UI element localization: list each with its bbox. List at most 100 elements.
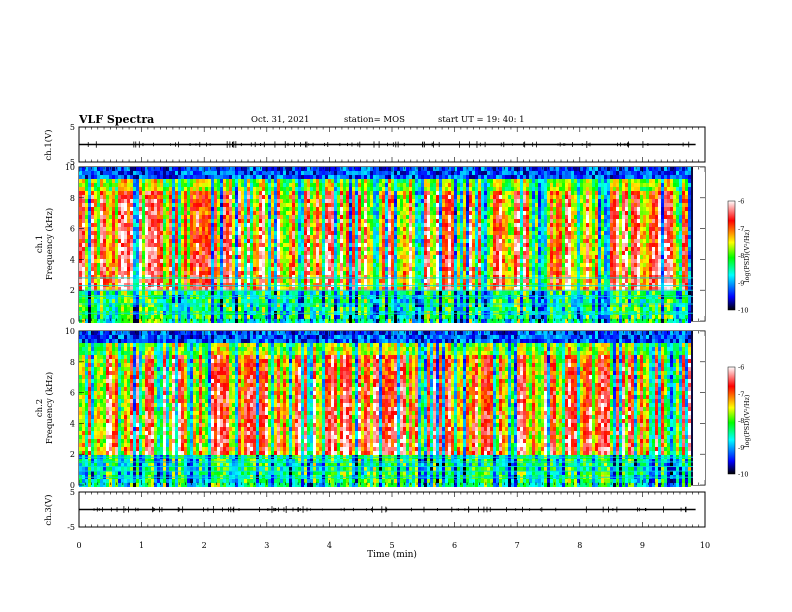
spectrogram-cell: [301, 267, 304, 271]
spectrogram-cell: [367, 319, 370, 323]
spectrogram-cell: [184, 307, 187, 311]
spectrogram-cell: [124, 263, 127, 267]
spectrogram-cell: [391, 303, 394, 307]
spectrogram-cell: [124, 283, 127, 287]
spectrogram-cell: [82, 299, 85, 303]
spectrogram-cell: [292, 295, 295, 299]
spectrogram-cell: [292, 191, 295, 195]
spectrogram-cell: [121, 243, 124, 247]
spectrogram-cell: [337, 295, 340, 299]
spectrogram-cell: [250, 271, 253, 275]
spectrogram-cell: [424, 283, 427, 287]
spectrogram-cell: [100, 211, 103, 215]
spectrogram-cell: [118, 287, 121, 291]
spectrogram-cell: [406, 219, 409, 223]
spectrogram-cell: [181, 247, 184, 251]
spectrogram-cell: [163, 235, 166, 239]
spectrogram-cell: [184, 243, 187, 247]
spectrogram-cell: [172, 283, 175, 287]
spectrogram-cell: [250, 179, 253, 183]
spectrogram-cell: [319, 235, 322, 239]
spectrogram-cell: [160, 307, 163, 311]
spectrogram-cell: [436, 219, 439, 223]
spectrogram-cell: [391, 195, 394, 199]
spectrogram-cell: [232, 299, 235, 303]
spectrogram-cell: [328, 179, 331, 183]
spectrogram-cell: [391, 187, 394, 191]
spectrogram-cell: [352, 187, 355, 191]
spectrogram-cell: [112, 171, 115, 175]
spectrogram-cell: [220, 303, 223, 307]
spectrogram-cell: [124, 231, 127, 235]
spectrogram-cell: [247, 283, 250, 287]
spectrogram-cell: [235, 199, 238, 203]
spectrogram-cell: [244, 315, 247, 319]
spectrogram-cell: [187, 167, 190, 171]
spectrogram-cell: [325, 247, 328, 251]
spectrogram-cell: [226, 187, 229, 191]
spectrogram-cell: [235, 239, 238, 243]
spectrogram-cell: [355, 219, 358, 223]
spectrogram-cell: [409, 199, 412, 203]
spectrogram-cell: [430, 271, 433, 275]
spectrogram-cell: [376, 319, 379, 323]
spectrogram-cell: [88, 199, 91, 203]
spectrogram-cell: [430, 175, 433, 179]
spectrogram-cell: [145, 235, 148, 239]
spectrogram-cell: [103, 243, 106, 247]
spectrogram-cell: [223, 171, 226, 175]
spectrogram-cell: [406, 191, 409, 195]
spectrogram-cell: [415, 291, 418, 295]
spectrogram-cell: [358, 219, 361, 223]
spectrogram-cell: [112, 263, 115, 267]
spectrogram-cell: [145, 303, 148, 307]
spectrogram-cell: [238, 295, 241, 299]
spectrogram-cell: [355, 315, 358, 319]
spectrogram-cell: [409, 191, 412, 195]
spectrogram-cell: [259, 215, 262, 219]
spectrogram-cell: [391, 203, 394, 207]
spectrogram-cell: [400, 195, 403, 199]
spectrogram-cell: [283, 279, 286, 283]
spectrogram-cell: [142, 167, 145, 171]
spectrogram-cell: [391, 179, 394, 183]
spectrogram-cell: [145, 195, 148, 199]
spectrogram-cell: [460, 239, 463, 243]
spectrogram-cell: [178, 251, 181, 255]
spectrogram-cell: [166, 203, 169, 207]
spectrogram-cell: [160, 227, 163, 231]
spectrogram-cell: [220, 235, 223, 239]
spectrogram-cell: [298, 287, 301, 291]
spectrogram-cell: [268, 183, 271, 187]
spectrogram-cell: [391, 267, 394, 271]
spectrogram-cell: [430, 279, 433, 283]
spectrogram-cell: [352, 219, 355, 223]
spectrogram-cell: [301, 187, 304, 191]
spectrogram-cell: [163, 271, 166, 275]
spectrogram-cell: [106, 203, 109, 207]
spectrogram-cell: [328, 303, 331, 307]
spectrogram-cell: [331, 243, 334, 247]
spectrogram-cell: [337, 223, 340, 227]
spectrogram-cell: [109, 223, 112, 227]
spectrogram-cell: [409, 303, 412, 307]
spectrogram-cell: [352, 279, 355, 283]
spectrogram-cell: [259, 255, 262, 259]
spectrogram-cell: [445, 207, 448, 211]
spectrogram-cell: [268, 179, 271, 183]
spectrogram-cell: [79, 179, 82, 183]
spectrogram-cell: [337, 191, 340, 195]
spectrogram-cell: [358, 247, 361, 251]
spectrogram-cell: [172, 299, 175, 303]
spectrogram-cell: [190, 203, 193, 207]
spectrogram-cell: [187, 183, 190, 187]
spectrogram-cell: [88, 187, 91, 191]
spectrogram-cell: [355, 291, 358, 295]
spectrogram-cell: [331, 175, 334, 179]
spectrogram-cell: [157, 259, 160, 263]
spectrogram-cell: [187, 215, 190, 219]
spectrogram-cell: [274, 307, 277, 311]
spectrogram-cell: [85, 279, 88, 283]
spectrogram-cell: [208, 255, 211, 259]
spectrogram-cell: [169, 283, 172, 287]
